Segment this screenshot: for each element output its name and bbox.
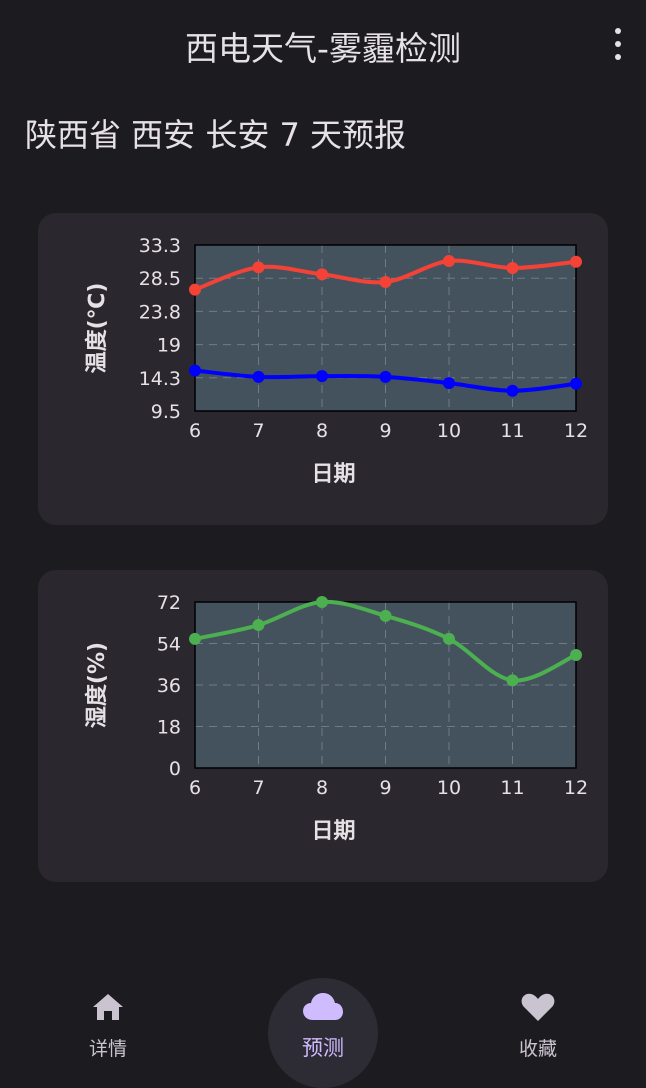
nav-item-forecast[interactable]: 预测 [253, 978, 393, 1088]
temperature-y-axis-title: 温度(℃) [84, 283, 110, 374]
humidity-x-tick: 12 [564, 777, 588, 799]
temperature-chart-card: 33.3 28.5 23.8 19 14.3 9.5 6 7 8 9 10 11 12 日期 温度(℃) [38, 213, 608, 525]
temperature-chart: 33.3 28.5 23.8 19 14.3 9.5 6 7 8 9 10 11 12 日期 温度(℃) [84, 235, 588, 487]
temperature-x-tick: 11 [500, 420, 524, 442]
humidity-data-point [189, 632, 201, 645]
humidity-y-tick: 0 [169, 758, 181, 780]
humidity-data-point [379, 609, 392, 622]
humidity-x-tick: 6 [189, 777, 201, 799]
humidity-x-tick: 8 [316, 777, 328, 799]
temperature-y-tick: 14.3 [139, 368, 181, 390]
nav-item-favorites[interactable]: 收藏 [468, 978, 608, 1070]
humidity-x-tick: 11 [500, 777, 524, 799]
temperature-y-tick: 33.3 [139, 235, 181, 257]
temperature-data-point [316, 268, 328, 281]
humidity-data-point [443, 632, 455, 645]
temperature-x-tick: 6 [189, 420, 201, 442]
humidity-data-point [506, 674, 519, 687]
home-icon [93, 994, 123, 1020]
humidity-data-point [316, 596, 328, 608]
humidity-chart: 72 54 36 18 06 7 8 9 10 11 12 日期 湿度(%) [84, 592, 588, 844]
temperature-data-point [570, 255, 582, 268]
temperature-data-point [443, 255, 455, 268]
humidity-x-tick: 10 [437, 777, 461, 799]
temperature-y-tick: 23.8 [139, 301, 181, 323]
temperature-data-point [379, 275, 392, 288]
nav-item-details[interactable]: 详情 [38, 978, 178, 1070]
bottom-navigation: 详情 预测 收藏 [0, 978, 646, 1088]
humidity-y-tick: 54 [157, 634, 181, 656]
heart-icon [521, 993, 555, 1021]
temperature-x-tick: 8 [316, 420, 328, 442]
humidity-frame [194, 601, 577, 769]
humidity-data-point [570, 649, 582, 662]
temperature-x-tick: 10 [437, 420, 461, 442]
temperature-data-point [379, 370, 392, 383]
humidity-y-tick: 72 [157, 592, 181, 614]
nav-label-details: 详情 [88, 1038, 127, 1060]
humidity-x-axis-title: 日期 [311, 819, 355, 844]
temperature-data-point [316, 370, 328, 383]
humidity-y-tick: 36 [157, 675, 181, 697]
humidity-y-tick: 18 [157, 717, 181, 739]
temperature-data-point [252, 370, 265, 383]
humidity-data-point [252, 619, 265, 632]
nav-label-forecast: 预测 [302, 1036, 344, 1060]
app-bar: 西电天气-雾霾检测 [0, 0, 646, 92]
temperature-data-point [443, 377, 455, 390]
nav-label-favorites: 收藏 [518, 1038, 557, 1060]
temperature-data-point [189, 364, 201, 377]
temperature-x-tick: 7 [252, 420, 264, 442]
temperature-y-tick: 19 [157, 335, 181, 357]
temperature-y-tick: 28.5 [139, 268, 181, 290]
app-title: 西电天气-雾霾检测 [185, 29, 461, 68]
temperature-data-point [570, 377, 582, 390]
temperature-x-tick: 9 [379, 420, 391, 442]
humidity-x-tick: 7 [252, 777, 264, 799]
temperature-data-point [506, 262, 519, 275]
humidity-y-axis-title: 湿度(%) [84, 642, 110, 728]
temperature-data-point [252, 261, 265, 274]
temperature-x-axis-title: 日期 [311, 462, 355, 487]
forecast-heading: 陕西省 西安 长安 7 天预报 [25, 116, 407, 154]
humidity-x-tick: 9 [379, 777, 391, 799]
temperature-data-point [189, 283, 201, 296]
more-vert-icon[interactable] [608, 28, 628, 60]
temperature-y-tick: 9.5 [151, 401, 181, 423]
humidity-chart-card: 72 54 36 18 0 6 7 8 9 10 11 12 日期 湿度(%) [38, 570, 608, 882]
temperature-x-tick: 12 [564, 420, 588, 442]
temperature-frame [194, 244, 577, 412]
cloud-icon [303, 993, 343, 1020]
temperature-data-point [506, 384, 519, 397]
